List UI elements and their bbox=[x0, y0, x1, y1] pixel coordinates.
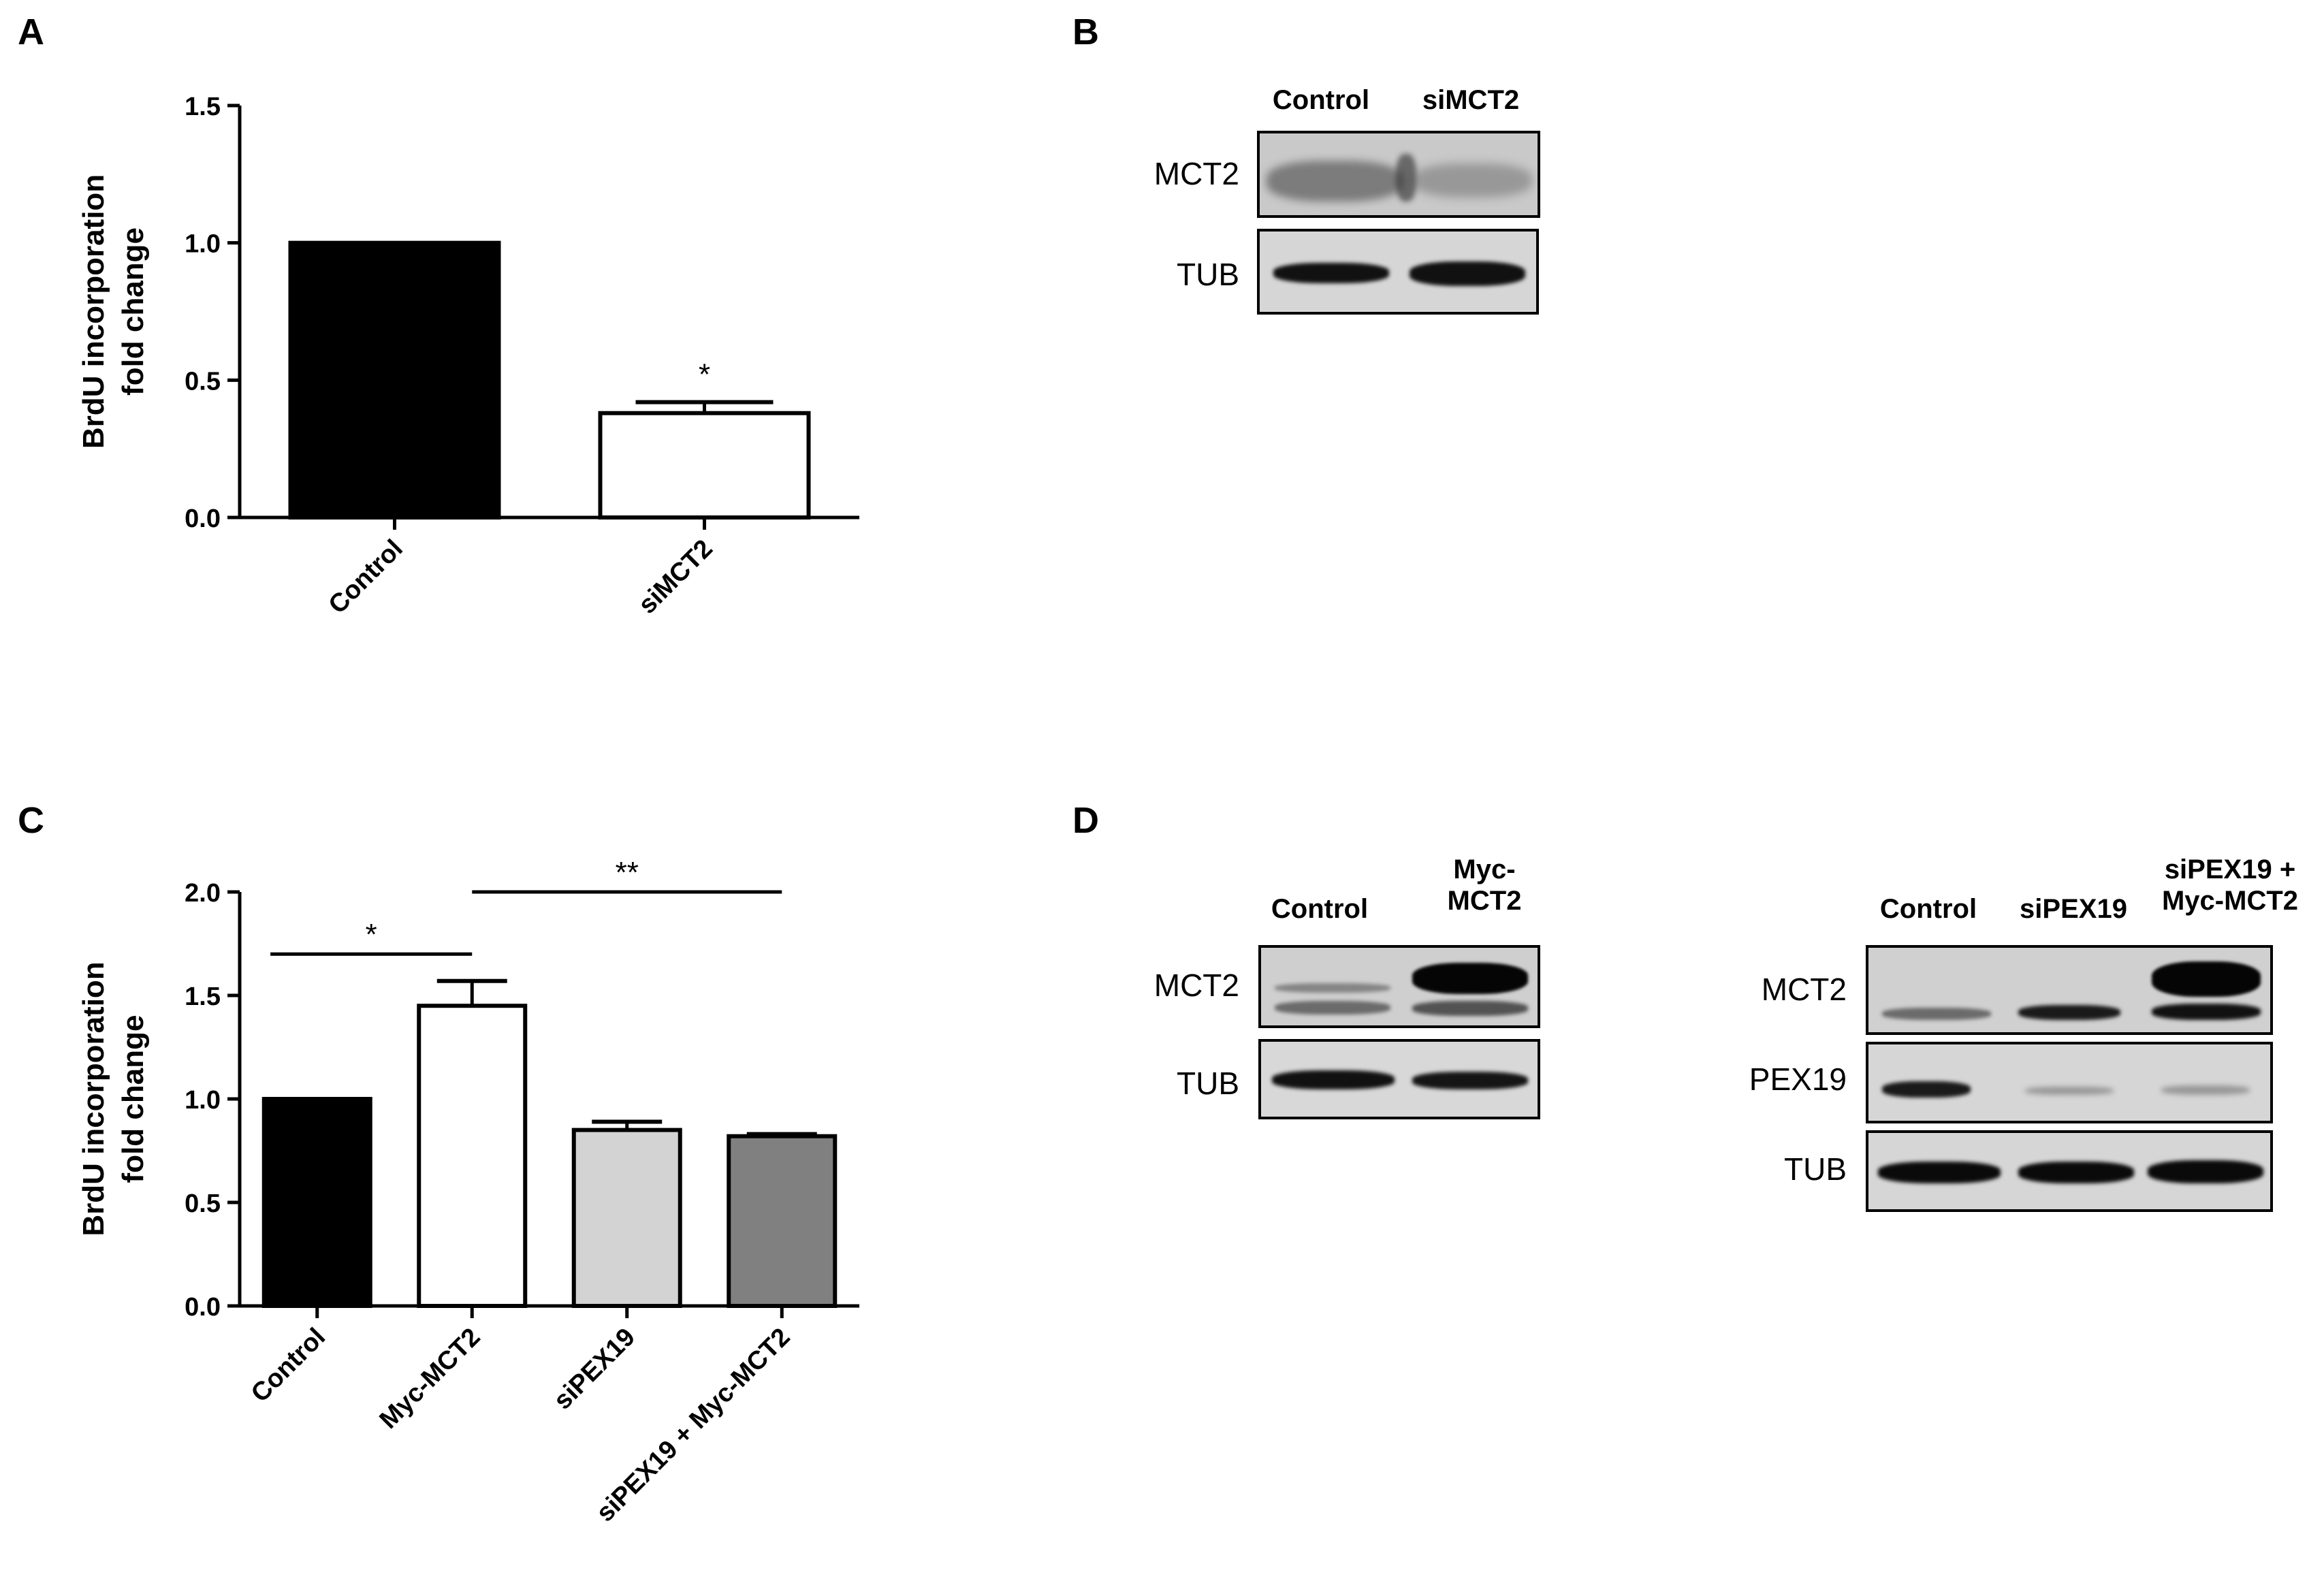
y-tick-label: 1.0 bbox=[185, 230, 221, 259]
row-label-tub: TUB bbox=[1784, 1151, 1847, 1187]
x-tick-label: Myc-MCT2 bbox=[375, 1323, 486, 1435]
significance-marker: * bbox=[699, 358, 710, 392]
bar-chart-a: 0.0 0.5 1.0 1.5 BrdU incorporation fold chang… bbox=[77, 93, 859, 620]
blot-tub bbox=[1258, 1039, 1540, 1119]
y-axis-label: fold change bbox=[116, 227, 150, 396]
panel-letter-c: C bbox=[18, 800, 44, 841]
row-label-pex19: PEX19 bbox=[1749, 1061, 1847, 1097]
lane-label-sipex19: siPEX19 bbox=[2020, 894, 2127, 924]
x-tick-label: siMCT2 bbox=[633, 534, 718, 620]
y-tick-label: 0.0 bbox=[185, 505, 221, 533]
blot-mct2 bbox=[1257, 131, 1540, 218]
y-tick-label: 1.5 bbox=[185, 983, 221, 1011]
blot-mct2 bbox=[1866, 945, 2273, 1035]
significance-marker: * bbox=[366, 918, 377, 951]
y-axis-label: fold change bbox=[116, 1015, 150, 1183]
bar-control bbox=[288, 240, 501, 520]
x-tick-label: Control bbox=[323, 534, 409, 620]
y-tick-label: 0.5 bbox=[185, 1189, 221, 1218]
lane-label-simct2: siMCT2 bbox=[1422, 85, 1520, 115]
panel-letter-a: A bbox=[18, 12, 44, 52]
bar-myc-mct2 bbox=[417, 1004, 528, 1308]
x-tick-label: siPEX19 bbox=[548, 1323, 641, 1416]
panel-letter-b: B bbox=[1072, 12, 1099, 52]
lane-label-myc-mct2: Myc- MCT2 bbox=[1447, 855, 1522, 916]
row-label-mct2: MCT2 bbox=[1153, 156, 1239, 191]
x-tick-label: Control bbox=[246, 1323, 331, 1408]
bar-simct2 bbox=[598, 411, 811, 520]
row-label-mct2: MCT2 bbox=[1761, 972, 1847, 1007]
lane-label-control: Control bbox=[1272, 85, 1370, 115]
significance-marker: ** bbox=[616, 856, 639, 889]
blot-pex19 bbox=[1866, 1042, 2273, 1123]
y-axis-label: BrdU incorporation bbox=[77, 174, 110, 449]
blot-tub bbox=[1257, 229, 1539, 315]
y-tick-label: 2.0 bbox=[185, 879, 221, 908]
y-axis-label: BrdU incorporation bbox=[77, 961, 110, 1236]
y-tick-label: 1.5 bbox=[185, 93, 221, 121]
lane-label-control: Control bbox=[1271, 894, 1369, 924]
lane-label-sipex19-myc-mct2: siPEX19 + Myc-MCT2 bbox=[2161, 855, 2299, 916]
blot-mct2 bbox=[1258, 945, 1540, 1028]
blot-tub bbox=[1866, 1130, 2273, 1212]
bar-sipex19 bbox=[571, 1128, 682, 1308]
y-tick-label: 0.0 bbox=[185, 1293, 221, 1322]
bar-chart-c: 0.0 0.5 1.0 1.5 2.0 BrdU incorporation fold ch… bbox=[77, 856, 859, 1527]
lane-label-control: Control bbox=[1879, 894, 1977, 924]
row-label-tub: TUB bbox=[1177, 257, 1239, 292]
row-label-mct2: MCT2 bbox=[1153, 968, 1239, 1003]
bar-sipex19-myc-mct2 bbox=[727, 1134, 838, 1308]
y-tick-label: 1.0 bbox=[185, 1086, 221, 1115]
panel-letter-d: D bbox=[1072, 800, 1099, 841]
bar-control bbox=[261, 1097, 372, 1308]
y-tick-label: 0.5 bbox=[185, 367, 221, 396]
row-label-tub: TUB bbox=[1177, 1066, 1239, 1101]
